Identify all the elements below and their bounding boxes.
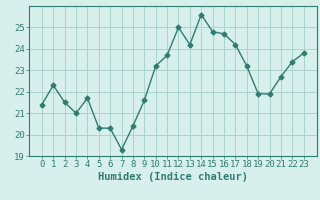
- X-axis label: Humidex (Indice chaleur): Humidex (Indice chaleur): [98, 172, 248, 182]
